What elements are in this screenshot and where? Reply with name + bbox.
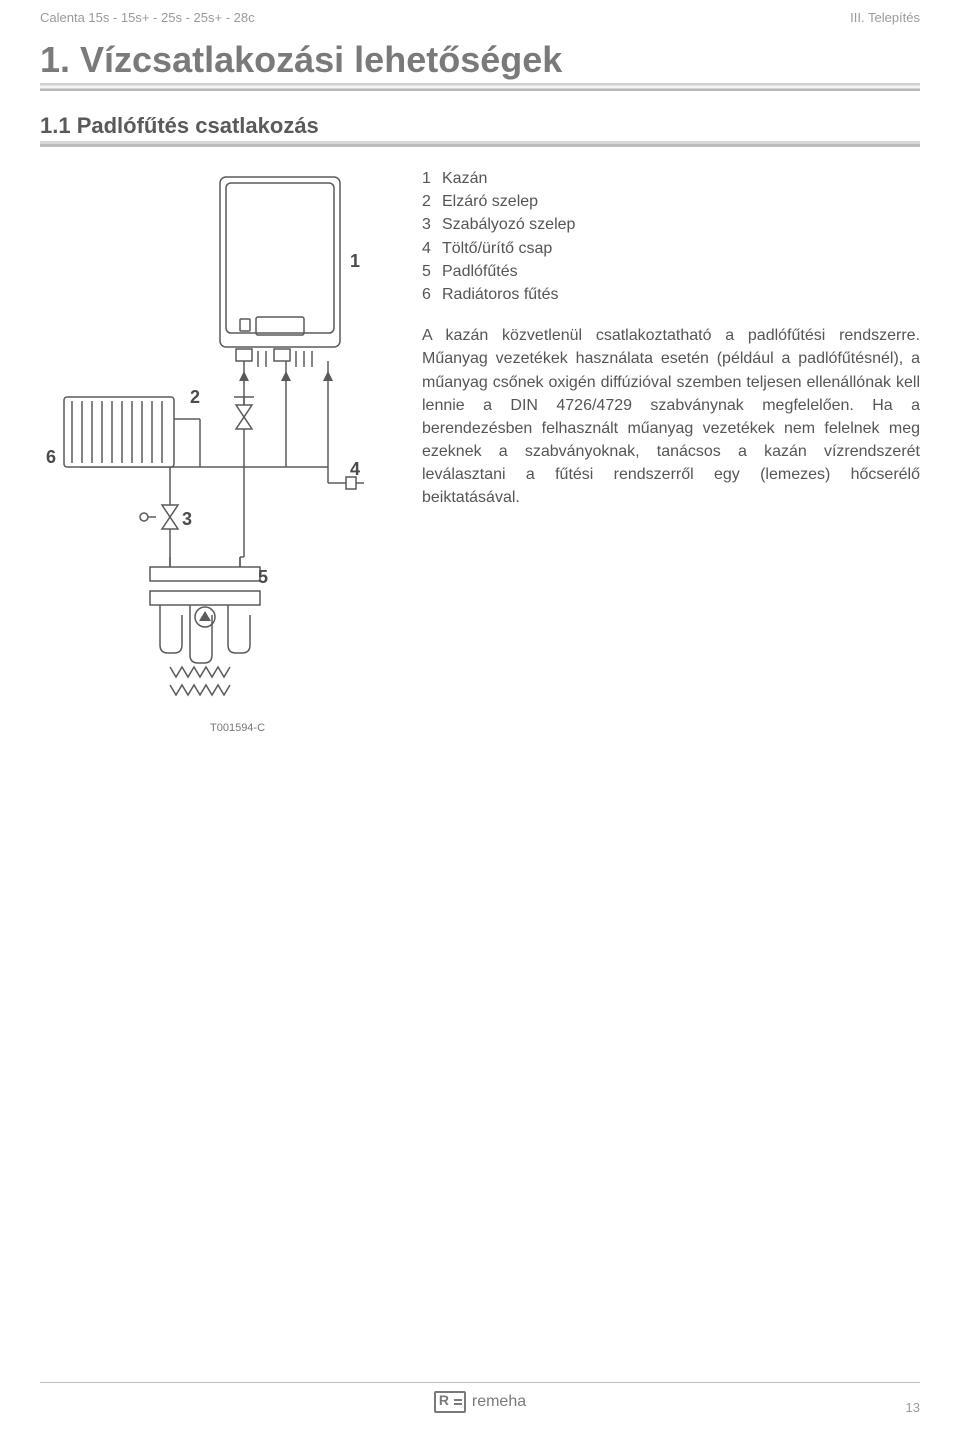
legend-item: 2 Elzáró szelep: [422, 190, 920, 213]
header-row: Calenta 15s - 15s+ - 25s - 25s+ - 28c II…: [40, 10, 920, 25]
header-left: Calenta 15s - 15s+ - 25s - 25s+ - 28c: [40, 10, 255, 25]
page-footer: remeha 13: [40, 1382, 920, 1413]
legend-label: Szabályozó szelep: [442, 213, 575, 236]
content-area: 1 2: [40, 167, 920, 734]
brand: remeha: [434, 1391, 526, 1413]
footer-row: remeha 13: [40, 1391, 920, 1413]
callout-5: 5: [258, 567, 268, 587]
legend-num: 6: [422, 283, 434, 306]
h1-underline: [40, 83, 920, 91]
body-paragraph: A kazán közvetlenül csatlakoztatható a p…: [422, 324, 920, 510]
callout-1: 1: [350, 251, 360, 271]
legend-num: 3: [422, 213, 434, 236]
brand-label: remeha: [472, 1393, 526, 1411]
legend-item: 6 Radiátoros fűtés: [422, 283, 920, 306]
legend-item: 3 Szabályozó szelep: [422, 213, 920, 236]
legend-num: 5: [422, 260, 434, 283]
legend-label: Padlófűtés: [442, 260, 518, 283]
legend-item: 4 Töltő/ürítő csap: [422, 237, 920, 260]
schematic-diagram: 1 2: [40, 167, 400, 707]
callout-6: 6: [46, 447, 56, 467]
legend-label: Kazán: [442, 167, 487, 190]
callout-4: 4: [350, 459, 360, 479]
legend-num: 2: [422, 190, 434, 213]
diagram-column: 1 2: [40, 167, 400, 734]
legend-num: 4: [422, 237, 434, 260]
legend-item: 5 Padlófűtés: [422, 260, 920, 283]
section-title: 1.1 Padlófűtés csatlakozás: [40, 113, 920, 139]
legend-item: 1 Kazán: [422, 167, 920, 190]
page-number: 13: [906, 1400, 920, 1415]
page-title: 1. Vízcsatlakozási lehetőségek: [40, 39, 920, 81]
brand-icon: [434, 1391, 466, 1413]
legend-label: Radiátoros fűtés: [442, 283, 559, 306]
h2-underline: [40, 141, 920, 147]
legend-list: 1 Kazán 2 Elzáró szelep 3 Szabályozó sze…: [422, 167, 920, 306]
legend-label: Töltő/ürítő csap: [442, 237, 552, 260]
callout-3: 3: [182, 509, 192, 529]
diagram-code: T001594-C: [210, 722, 400, 734]
text-column: 1 Kazán 2 Elzáró szelep 3 Szabályozó sze…: [422, 167, 920, 510]
footer-rule: [40, 1382, 920, 1383]
header-right: III. Telepítés: [850, 10, 920, 25]
page: Calenta 15s - 15s+ - 25s - 25s+ - 28c II…: [0, 0, 960, 1429]
legend-label: Elzáró szelep: [442, 190, 538, 213]
callout-2: 2: [190, 387, 200, 407]
legend-num: 1: [422, 167, 434, 190]
